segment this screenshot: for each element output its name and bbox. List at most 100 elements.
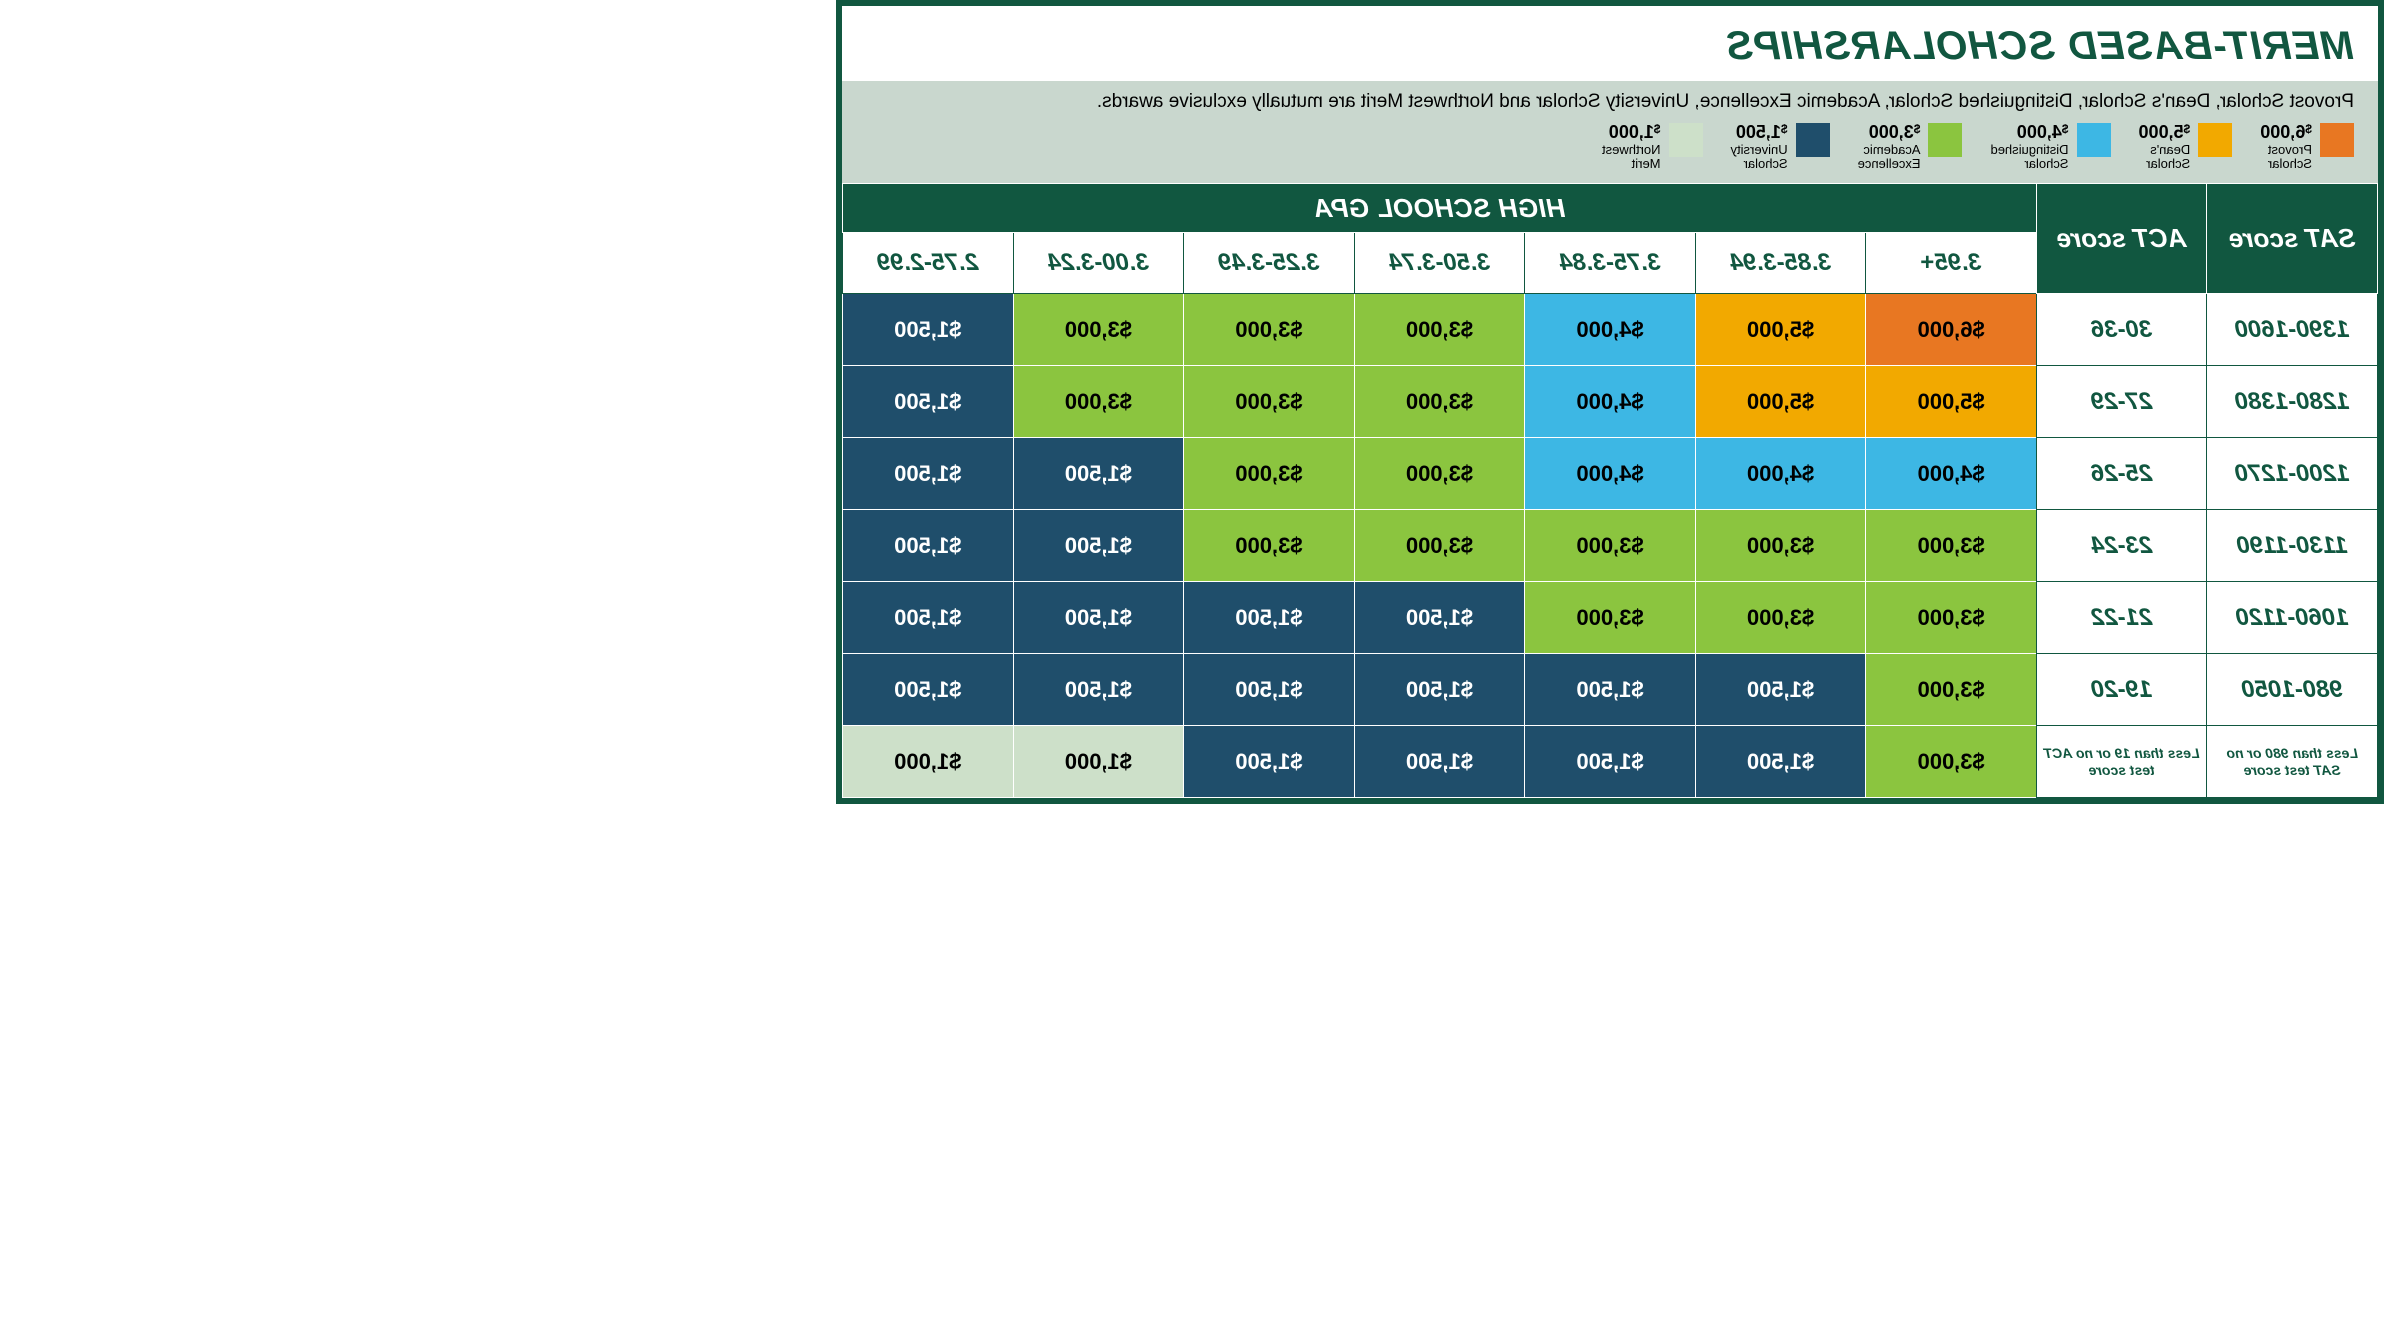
act-cell: 21-22 bbox=[2036, 582, 2207, 654]
table-row: 1280-138027-29$5,000$5,000$4,000$3,000$3… bbox=[843, 366, 2378, 438]
amount-cell: $4,000 bbox=[1525, 438, 1696, 510]
amount-cell: $1,500 bbox=[1695, 654, 1866, 726]
legend-name-line: Distinguished bbox=[1990, 143, 2068, 157]
amount-cell: $1,500 bbox=[843, 654, 1014, 726]
amount-cell: $1,500 bbox=[1695, 726, 1866, 798]
legend-swatch bbox=[2077, 123, 2111, 157]
act-cell: Less than 19 or no ACT test score bbox=[2036, 726, 2207, 798]
header-gpa-col: 3.50-3.74 bbox=[1354, 233, 1525, 294]
amount-cell: $5,000 bbox=[1866, 366, 2037, 438]
sat-cell: 1130-1190 bbox=[2207, 510, 2378, 582]
legend-note: Provost Scholar, Dean's Scholar, Disting… bbox=[866, 91, 2354, 113]
act-cell: 27-29 bbox=[2036, 366, 2207, 438]
header-sat: SAT score bbox=[2207, 184, 2378, 294]
legend-item: $1,500UniversityScholar bbox=[1731, 123, 1830, 171]
table-row: 1060-112021-22$3,000$3,000$3,000$1,500$1… bbox=[843, 582, 2378, 654]
legend-name-line: Merit bbox=[1602, 157, 1661, 171]
legend-swatch bbox=[2320, 123, 2354, 157]
legend-amount: $5,000 bbox=[2139, 123, 2191, 143]
legend-text: $5,000Dean'sScholar bbox=[2139, 123, 2191, 171]
legend-amount: $3,000 bbox=[1858, 123, 1921, 143]
amount-cell: $3,000 bbox=[1866, 510, 2037, 582]
amount-cell: $1,500 bbox=[1354, 582, 1525, 654]
page-title: MERIT-BASED SCHOLARSHIPS bbox=[842, 6, 2378, 81]
amount-cell: $3,000 bbox=[1695, 510, 1866, 582]
amount-cell: $1,500 bbox=[1354, 654, 1525, 726]
amount-cell: $1,500 bbox=[1013, 582, 1184, 654]
legend-name-line: Academic bbox=[1858, 143, 1921, 157]
table-row: 1200-127025-26$4,000$4,000$4,000$3,000$3… bbox=[843, 438, 2378, 510]
act-cell: 19-20 bbox=[2036, 654, 2207, 726]
legend-name-line: Dean's bbox=[2139, 143, 2191, 157]
header-gpa-col: 3.75-3.84 bbox=[1525, 233, 1696, 294]
legend-name-line: Northwest bbox=[1602, 143, 1661, 157]
header-gpa-col: 3.85-3.94 bbox=[1695, 233, 1866, 294]
legend-swatch bbox=[1928, 123, 1962, 157]
amount-cell: $1,500 bbox=[1354, 726, 1525, 798]
legend-item: $3,000AcademicExcellence bbox=[1858, 123, 1963, 171]
amount-cell: $3,000 bbox=[1354, 438, 1525, 510]
scholarship-table: SAT score ACT score HIGH SCHOOL GPA 3.95… bbox=[842, 183, 2378, 798]
act-cell: 23-24 bbox=[2036, 510, 2207, 582]
legend-swatch bbox=[1669, 123, 1703, 157]
amount-cell: $3,000 bbox=[1354, 366, 1525, 438]
legend-name-line: Scholar bbox=[2139, 157, 2191, 171]
amount-cell: $4,000 bbox=[1525, 294, 1696, 366]
amount-cell: $3,000 bbox=[1184, 294, 1355, 366]
sat-cell: 1200-1270 bbox=[2207, 438, 2378, 510]
amount-cell: $3,000 bbox=[1013, 294, 1184, 366]
legend-item: $1,000NorthwestMerit bbox=[1602, 123, 1703, 171]
act-cell: 30-36 bbox=[2036, 294, 2207, 366]
header-gpa-col: 3.00-3.24 bbox=[1013, 233, 1184, 294]
header-gpa-col: 3.95+ bbox=[1866, 233, 2037, 294]
legend-text: $6,000ProvostScholar bbox=[2260, 123, 2312, 171]
amount-cell: $3,000 bbox=[1866, 654, 2037, 726]
amount-cell: $3,000 bbox=[1013, 366, 1184, 438]
amount-cell: $5,000 bbox=[1695, 294, 1866, 366]
amount-cell: $1,500 bbox=[1013, 654, 1184, 726]
legend-band: Provost Scholar, Dean's Scholar, Disting… bbox=[842, 81, 2378, 183]
sat-cell: 1280-1380 bbox=[2207, 366, 2378, 438]
amount-cell: $3,000 bbox=[1866, 726, 2037, 798]
sat-cell: Less than 980 or no SAT test score bbox=[2207, 726, 2378, 798]
amount-cell: $1,000 bbox=[1013, 726, 1184, 798]
sat-cell: 1390-1600 bbox=[2207, 294, 2378, 366]
legend-amount: $1,000 bbox=[1602, 123, 1661, 143]
legend-item: $6,000ProvostScholar bbox=[2260, 123, 2354, 171]
legend-swatch bbox=[2198, 123, 2232, 157]
legend-text: $1,500UniversityScholar bbox=[1731, 123, 1788, 171]
table-row: 1390-160030-36$6,000$5,000$4,000$3,000$3… bbox=[843, 294, 2378, 366]
legend-amount: $1,500 bbox=[1731, 123, 1788, 143]
scholarship-chart: MERIT-BASED SCHOLARSHIPS Provost Scholar… bbox=[836, 0, 2384, 804]
amount-cell: $6,000 bbox=[1866, 294, 2037, 366]
amount-cell: $3,000 bbox=[1184, 510, 1355, 582]
amount-cell: $3,000 bbox=[1354, 294, 1525, 366]
amount-cell: $3,000 bbox=[1184, 366, 1355, 438]
legend-name-line: University bbox=[1731, 143, 1788, 157]
legend-swatch bbox=[1796, 123, 1830, 157]
legend-name-line: Scholar bbox=[1990, 157, 2068, 171]
amount-cell: $1,500 bbox=[1184, 654, 1355, 726]
amount-cell: $3,000 bbox=[1695, 582, 1866, 654]
amount-cell: $3,000 bbox=[1866, 582, 2037, 654]
legend-name-line: Excellence bbox=[1858, 157, 1921, 171]
amount-cell: $3,000 bbox=[1354, 510, 1525, 582]
amount-cell: $1,500 bbox=[843, 438, 1014, 510]
amount-cell: $1,500 bbox=[843, 366, 1014, 438]
table-row: 1130-119023-24$3,000$3,000$3,000$3,000$3… bbox=[843, 510, 2378, 582]
table-row: Less than 980 or no SAT test scoreLess t… bbox=[843, 726, 2378, 798]
amount-cell: $1,000 bbox=[843, 726, 1014, 798]
legend-text: $3,000AcademicExcellence bbox=[1858, 123, 1921, 171]
amount-cell: $1,500 bbox=[1013, 438, 1184, 510]
legend-item: $4,000DistinguishedScholar bbox=[1990, 123, 2110, 171]
sat-cell: 1060-1120 bbox=[2207, 582, 2378, 654]
amount-cell: $1,500 bbox=[843, 510, 1014, 582]
legend-name-line: Scholar bbox=[2260, 157, 2312, 171]
amount-cell: $3,000 bbox=[1525, 510, 1696, 582]
header-gpa-col: 2.75-2.99 bbox=[843, 233, 1014, 294]
legend-text: $1,000NorthwestMerit bbox=[1602, 123, 1661, 171]
header-act: ACT score bbox=[2036, 184, 2207, 294]
amount-cell: $1,500 bbox=[1013, 510, 1184, 582]
legend-amount: $4,000 bbox=[1990, 123, 2068, 143]
amount-cell: $5,000 bbox=[1695, 366, 1866, 438]
